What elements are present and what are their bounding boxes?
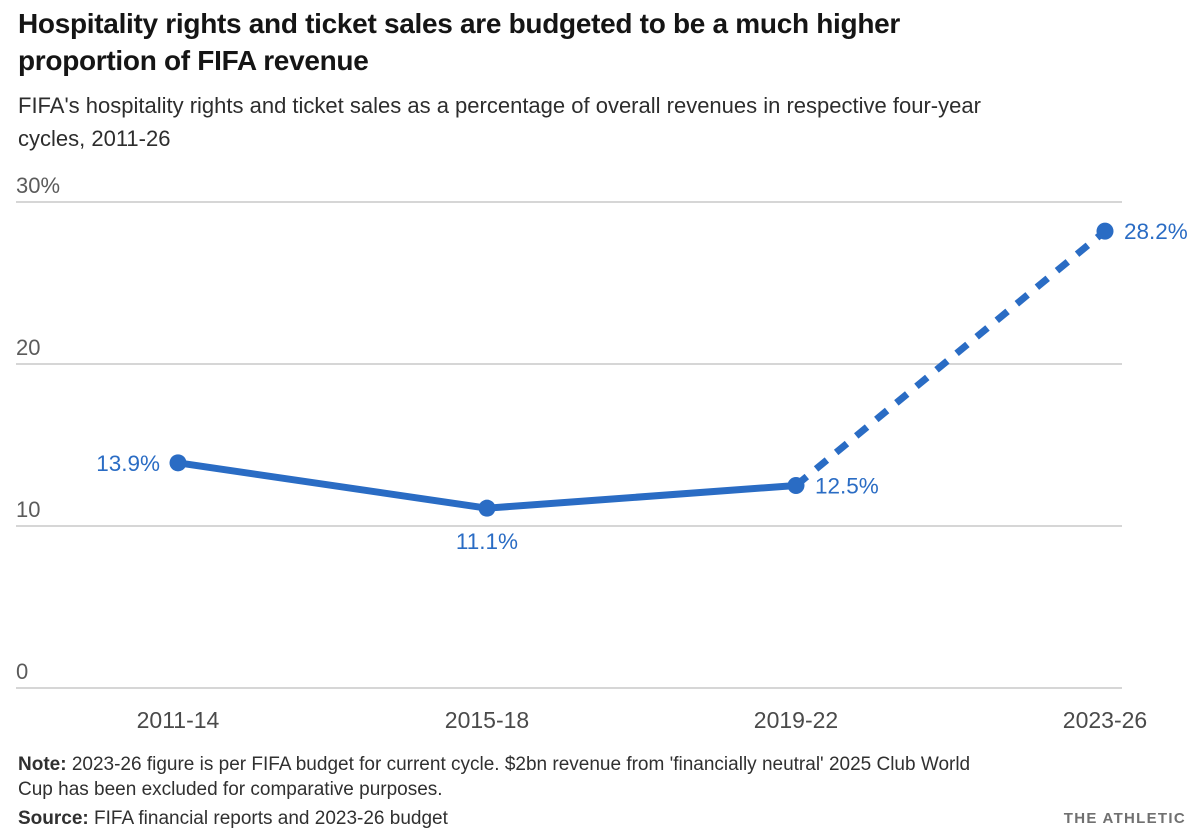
data-point xyxy=(169,454,187,472)
x-axis-tick-label: 2023-26 xyxy=(1063,707,1147,733)
x-axis-tick-label: 2011-14 xyxy=(137,707,220,733)
chart-subtitle: FIFA's hospitality rights and ticket sal… xyxy=(18,93,981,151)
source-text: FIFA financial reports and 2023-26 budge… xyxy=(88,808,448,829)
chart-note: Note: 2023-26 figure is per FIFA budget … xyxy=(18,752,1078,802)
y-axis-tick-label: 10 xyxy=(16,497,40,522)
chart-source: Source: FIFA financial reports and 2023-… xyxy=(18,808,448,830)
data-point-label: 12.5% xyxy=(815,474,879,499)
trend-line-dashed-projection xyxy=(793,228,1108,489)
data-point-label: 11.1% xyxy=(456,529,518,554)
data-point xyxy=(478,499,496,517)
chart-title: Hospitality rights and ticket sales are … xyxy=(18,8,901,76)
note-text: 2023-26 figure is per FIFA budget for cu… xyxy=(18,754,971,800)
data-point xyxy=(787,477,805,494)
source-label: Source: xyxy=(18,808,89,829)
line-chart-canvas: 30% 20 10 0 2011-14 2015-18 2019-22 2023-26 13.9… xyxy=(16,173,1188,733)
the-athletic-logo: THE ATHLETIC xyxy=(1063,810,1186,827)
x-axis-tick-label: 2015-18 xyxy=(445,707,529,733)
chart-header: Hospitality rights and ticket sales are … xyxy=(18,5,1183,155)
y-axis-tick-label: 20 xyxy=(16,335,40,360)
data-point-label: 28.2% xyxy=(1124,219,1188,244)
y-axis-tick-label: 30% xyxy=(16,173,60,198)
data-point xyxy=(1096,222,1114,240)
y-axis-tick-label: 0 xyxy=(16,659,28,684)
note-label: Note: xyxy=(18,754,67,775)
data-point-label: 13.9% xyxy=(96,451,160,476)
x-axis-tick-label: 2019-22 xyxy=(754,707,838,733)
